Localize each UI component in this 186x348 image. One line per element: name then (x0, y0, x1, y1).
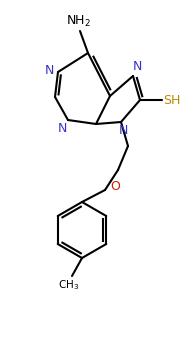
Text: N: N (44, 63, 54, 77)
Text: N: N (132, 61, 142, 73)
Text: N: N (118, 125, 128, 137)
Text: CH$_3$: CH$_3$ (58, 278, 80, 292)
Text: SH: SH (163, 94, 181, 106)
Text: O: O (110, 180, 120, 192)
Text: N: N (57, 121, 67, 134)
Text: NH$_2$: NH$_2$ (65, 14, 91, 29)
